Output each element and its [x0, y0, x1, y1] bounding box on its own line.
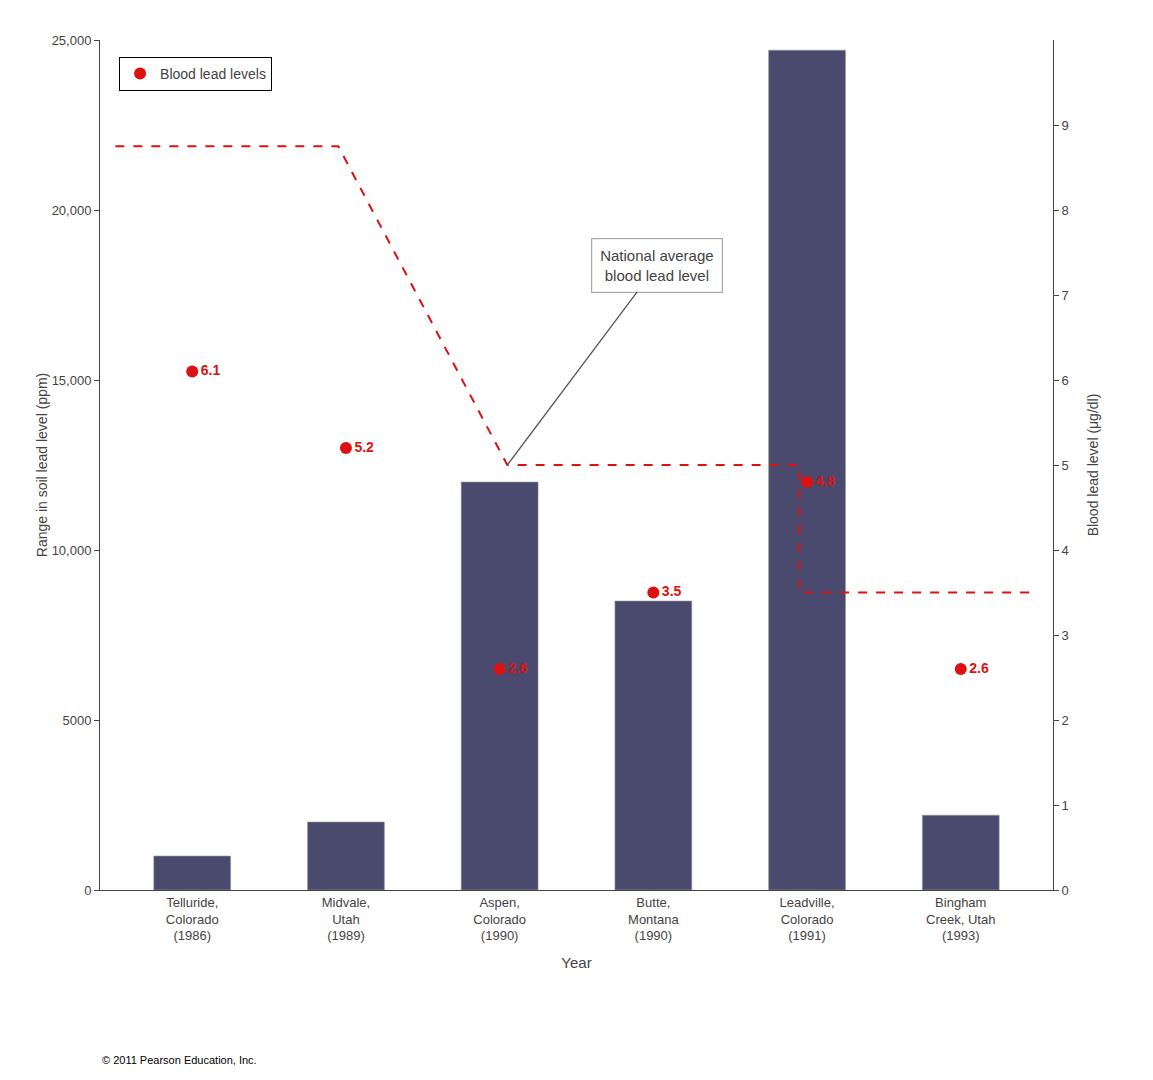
svg-text:5.2: 5.2: [354, 439, 374, 455]
svg-text:2.6: 2.6: [969, 660, 989, 676]
svg-text:20,000: 20,000: [52, 203, 92, 218]
svg-text:0: 0: [1062, 883, 1069, 898]
svg-text:15,000: 15,000: [52, 373, 92, 388]
svg-text:Leadville,Colorado(1991): Leadville,Colorado(1991): [780, 895, 835, 944]
svg-text:4.8: 4.8: [816, 473, 836, 489]
svg-text:Butte,Montana(1990): Butte,Montana(1990): [628, 895, 679, 944]
svg-text:6.1: 6.1: [201, 362, 221, 378]
svg-text:National averageblood lead lev: National averageblood lead level: [600, 247, 713, 284]
svg-text:Blood lead level (μg/dl): Blood lead level (μg/dl): [1085, 394, 1101, 537]
svg-text:© 2011 Pearson Education, Inc.: © 2011 Pearson Education, Inc.: [102, 1054, 257, 1066]
svg-text:6: 6: [1062, 373, 1069, 388]
svg-text:Range in soil lead level (ppm): Range in soil lead level (ppm): [34, 373, 50, 557]
svg-text:5000: 5000: [62, 713, 91, 728]
svg-text:3: 3: [1062, 628, 1069, 643]
svg-text:9: 9: [1062, 118, 1069, 133]
svg-text:2: 2: [1062, 713, 1069, 728]
svg-text:10,000: 10,000: [52, 543, 92, 558]
svg-text:8: 8: [1062, 203, 1069, 218]
svg-text:1: 1: [1062, 798, 1069, 813]
svg-text:Blood lead levels: Blood lead levels: [160, 66, 266, 82]
svg-text:BinghamCreek, Utah(1993): BinghamCreek, Utah(1993): [926, 895, 995, 944]
svg-text:Midvale,Utah(1989): Midvale,Utah(1989): [322, 895, 370, 944]
svg-text:3.5: 3.5: [662, 583, 682, 599]
svg-text:7: 7: [1062, 288, 1069, 303]
svg-text:25,000: 25,000: [52, 33, 92, 48]
svg-text:Year: Year: [561, 954, 591, 971]
svg-text:Telluride,Colorado(1986): Telluride,Colorado(1986): [166, 895, 219, 944]
svg-text:0: 0: [84, 883, 91, 898]
svg-text:Aspen,Colorado(1990): Aspen,Colorado(1990): [473, 895, 526, 944]
svg-text:4: 4: [1062, 543, 1069, 558]
svg-text:2.6: 2.6: [508, 660, 528, 676]
svg-text:5: 5: [1062, 458, 1069, 473]
